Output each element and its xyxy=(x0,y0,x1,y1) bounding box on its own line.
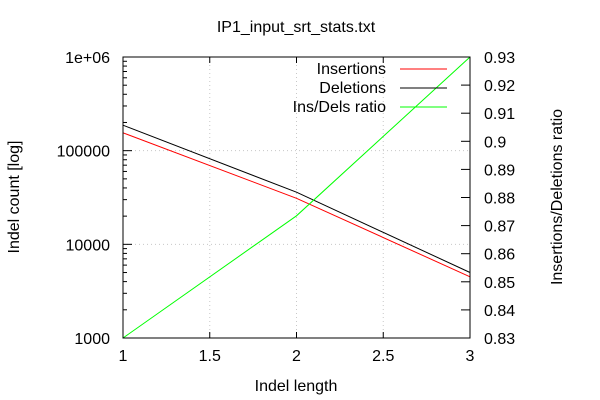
y2-tick-label: 0.92 xyxy=(484,78,515,95)
y2-tick-label: 0.91 xyxy=(484,106,515,123)
y-tick-label: 1000 xyxy=(74,331,110,348)
x-axis-label: Indel length xyxy=(255,378,338,395)
x-tick-label: 1.5 xyxy=(199,348,221,365)
legend-label-insertions: Insertions xyxy=(317,61,386,78)
plot-lines xyxy=(122,56,471,339)
y-tick-label: 10000 xyxy=(66,237,111,254)
legend: Insertions Deletions Ins/Dels ratio xyxy=(293,61,447,116)
legend-label-ratio: Ins/Dels ratio xyxy=(293,99,386,116)
y2-tick-label: 0.89 xyxy=(484,162,515,179)
x-tick-label: 2.5 xyxy=(372,348,394,365)
y2-tick-label: 0.83 xyxy=(484,331,515,348)
y2-tick-label: 0.9 xyxy=(484,134,506,151)
y2-tick-label: 0.93 xyxy=(484,50,515,67)
series-line-insertions xyxy=(122,132,471,278)
y-tick-label: 1e+06 xyxy=(65,50,110,67)
y2-tick-label: 0.88 xyxy=(484,191,515,208)
grid xyxy=(123,57,470,338)
x-tick-label: 2 xyxy=(292,348,301,365)
y2-tick-label: 0.87 xyxy=(484,219,515,236)
series-line-ins-dels-ratio xyxy=(122,56,471,339)
legend-label-deletions: Deletions xyxy=(319,80,386,97)
y-tick-label: 100000 xyxy=(57,144,110,161)
y2-tick-label: 0.85 xyxy=(484,275,515,292)
y2-tick-label: 0.86 xyxy=(484,247,515,264)
axis-ticks: 1 1.5 2 2.5 3 1000 10000 100000 1e+06 0.83 0.84 0.8… xyxy=(57,50,516,365)
y-axis-label: Indel count [log] xyxy=(6,141,23,254)
x-tick-label: 3 xyxy=(466,348,475,365)
series-line-deletions xyxy=(122,124,471,273)
x-tick-label: 1 xyxy=(119,348,128,365)
y2-tick-label: 0.84 xyxy=(484,303,515,320)
y2-axis-label: Insertions/Deletions ratio xyxy=(549,109,566,285)
chart-title: IP1_input_srt_stats.txt xyxy=(217,19,376,36)
